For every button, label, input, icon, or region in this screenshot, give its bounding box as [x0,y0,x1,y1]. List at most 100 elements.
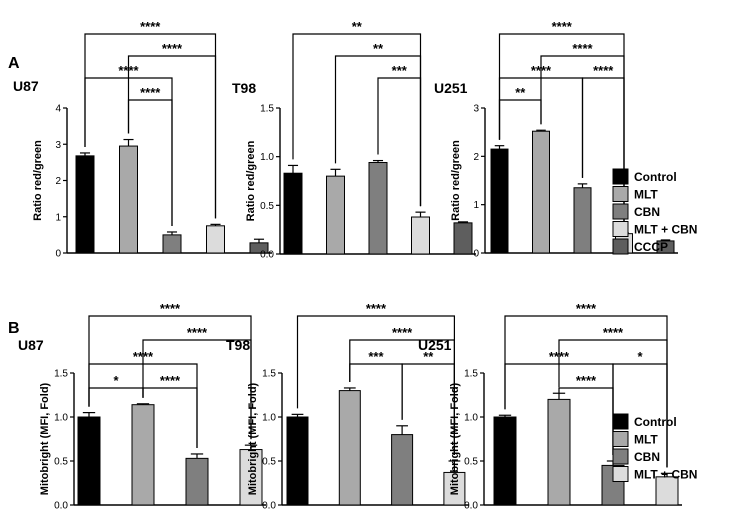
legend-swatch [612,221,629,237]
significance-label: **** [366,301,387,316]
legend-label: MLT + CBN [634,468,697,482]
legend-swatch [612,413,629,430]
significance-label: **** [160,301,181,316]
bar-mlt [326,175,345,255]
y-axis-label: Mitobright (MFI, Fold) [449,382,461,495]
significance-label: **** [531,63,552,78]
y-tick-label: 1 [55,212,61,223]
chart-title: U87 [18,337,44,353]
legend-swatch [612,168,629,185]
y-axis-label: Ratio red/green [32,140,44,221]
y-tick-label: 0.0 [54,501,68,512]
significance-label: ** [352,19,363,34]
significance-label: ** [515,85,526,100]
bar-control [490,148,509,254]
significance-label: **** [593,63,614,78]
significance-label: **** [576,301,597,316]
bar-control [493,416,517,506]
y-tick-label: 0 [473,249,479,260]
legend-label: MLT [634,433,658,447]
significance-bracket [84,33,217,219]
y-tick-label: 1.5 [262,369,276,380]
y-axis-label: Mitobright (MFI, Fold) [39,382,51,495]
y-tick-label: 0.0 [464,501,478,512]
significance-label: **** [576,373,597,388]
y-axis-label: Ratio red/green [245,140,257,221]
bar-cbn [185,457,209,506]
significance-label: **** [133,349,154,364]
legend-swatch [612,238,629,255]
significance-bracket [581,77,625,227]
legend-label: CBN [634,205,660,219]
significance-label: **** [572,41,593,56]
significance-bracket [498,99,542,140]
significance-label: ** [373,41,384,56]
significance-label: ** [423,349,434,364]
significance-label: **** [549,349,570,364]
chart-title: U251 [434,80,468,96]
legend-label: CBN [634,450,660,464]
chart-title: T98 [226,337,250,353]
significance-bracket [127,99,173,226]
legend-swatch [612,203,629,220]
significance-label: **** [187,325,208,340]
significance-bracket [292,33,422,207]
y-tick-label: 1.0 [54,413,68,424]
y-tick-label: 0.5 [260,201,274,212]
y-tick-label: 0.0 [260,250,274,261]
significance-bracket [142,339,252,440]
significance-label: **** [603,325,624,340]
y-tick-label: 1.5 [260,104,274,115]
legend-swatch [612,466,629,482]
significance-bracket [377,77,422,207]
legend-label: Control [634,415,677,429]
chart-title: U251 [418,337,452,353]
bar-cbn [391,434,414,506]
bar-mlt [532,130,550,254]
significance-label: **** [140,85,161,100]
bar-cbn [573,187,592,254]
legend-label: MLT + CBN [634,223,697,237]
significance-label: **** [140,19,161,34]
y-axis-label: Ratio red/green [450,140,462,221]
significance-label: * [637,349,643,364]
legend-panel-b: Control MLT CBN MLT + CBN [612,413,697,482]
y-tick-label: 1 [473,200,479,211]
significance-label: **** [552,19,573,34]
y-tick-label: 2 [473,152,479,163]
legend-swatch [612,186,629,202]
y-tick-label: 0.5 [464,457,478,468]
y-tick-label: 2 [55,176,61,187]
bar-mlt [119,145,138,254]
bar-control [75,155,95,254]
chart-title: T98 [232,80,256,96]
panel-letter-a: A [8,55,20,72]
y-axis-label: Mitobright (MFI, Fold) [247,382,259,495]
bar-mlt-cbn [411,216,430,255]
bar-mlt-cbn [206,225,225,254]
significance-label: *** [392,63,408,78]
y-tick-label: 0 [55,249,61,260]
significance-bracket [612,363,668,468]
bar-cbn [162,234,182,254]
y-tick-label: 0.5 [262,457,276,468]
y-tick-label: 0.5 [54,457,68,468]
y-tick-label: 1.5 [54,369,68,380]
legend-panel-a: Control MLT CBN MLT + CBN CCCP [612,168,697,255]
legend-swatch [612,431,629,447]
significance-bracket [127,55,217,219]
significance-bracket [88,387,144,407]
y-tick-label: 1.0 [260,152,274,163]
bar-mlt [338,390,361,506]
bar-control [286,416,309,506]
significance-bracket [401,363,455,455]
bar-control [77,416,101,506]
legend-label: CCCP [634,240,668,254]
y-tick-label: 3 [473,104,479,115]
